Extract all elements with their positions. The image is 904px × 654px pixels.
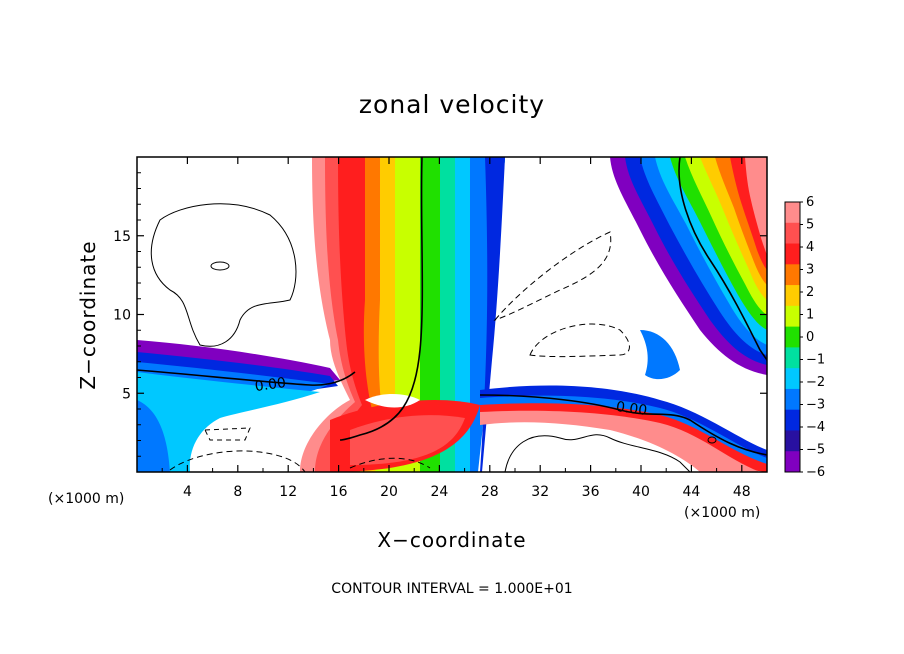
chart-title: zonal velocity xyxy=(359,90,545,119)
colorbar-swatch xyxy=(785,285,800,307)
colorbar-swatch xyxy=(785,430,800,452)
y-tick-label: 10 xyxy=(113,308,131,324)
y-unit-label: (×1000 m) xyxy=(48,491,124,507)
contour-label-left: 0.00 xyxy=(254,375,287,395)
colorbar-swatch xyxy=(785,451,800,473)
contour-lower-right xyxy=(504,434,691,472)
x-tick-label: 16 xyxy=(330,484,348,500)
colorbar-label: 3 xyxy=(806,263,814,278)
colorbar-label: 0 xyxy=(806,330,814,345)
contour-label-right: 0.00 xyxy=(615,399,648,419)
x-tick-label: 32 xyxy=(531,484,549,500)
colorbar-label: 5 xyxy=(806,218,814,233)
colorbar-swatch xyxy=(785,222,800,245)
colorbar-label: −4 xyxy=(806,420,825,435)
colorbar-label: −1 xyxy=(806,353,825,368)
contour-zero-central xyxy=(339,157,424,441)
contour-dashed-box xyxy=(204,427,251,441)
contour-dashed-upper xyxy=(493,231,612,322)
colorbar-label: −5 xyxy=(806,443,825,458)
colorbar-swatch xyxy=(785,202,800,224)
contour-zero-left xyxy=(137,369,356,386)
colorbar-swatch xyxy=(785,264,800,286)
contour-upper-left xyxy=(150,203,297,347)
colorbar-swatch xyxy=(785,347,800,369)
x-tick-label: 24 xyxy=(430,484,448,500)
contour-dashed-lower-mid xyxy=(349,457,431,469)
x-tick-label: 20 xyxy=(380,484,398,500)
colorbar-swatch xyxy=(785,368,800,390)
y-axis-label: Z−coordinate xyxy=(76,240,100,389)
colorbar-swatch xyxy=(785,409,800,431)
x-tick-label: 44 xyxy=(682,484,700,500)
colorbar-swatch xyxy=(785,388,800,411)
x-tick-label: 28 xyxy=(481,484,499,500)
colorbar-label: 1 xyxy=(806,308,814,323)
x-tick-label: 4 xyxy=(183,484,192,500)
colorbar-label: 4 xyxy=(806,240,814,255)
y-tick-label: 5 xyxy=(122,386,131,402)
x-tick-label: 12 xyxy=(279,484,297,500)
colorbar-swatch xyxy=(785,305,800,328)
x-axis-label: X−coordinate xyxy=(377,528,526,552)
colorbar-swatch xyxy=(785,243,800,265)
colorbar-label: 6 xyxy=(806,195,814,210)
colorbar-label: 2 xyxy=(806,285,814,300)
footer-note: CONTOUR INTERVAL = 1.000E+01 xyxy=(331,581,572,597)
contour-zero-upper-right xyxy=(678,157,767,361)
x-tick-label: 8 xyxy=(233,484,242,500)
velocity-field xyxy=(137,157,767,472)
colorbar-swatch xyxy=(785,326,800,348)
contour-small-right xyxy=(707,436,717,444)
contour-zero-right xyxy=(479,394,767,456)
x-tick-label: 48 xyxy=(733,484,751,500)
contour-labels: 0.00 0.00 xyxy=(254,375,648,419)
colorbar-label: −3 xyxy=(806,398,825,413)
x-tick-label: 36 xyxy=(582,484,600,500)
y-axis-ticks: 5 10 15 xyxy=(113,172,767,457)
contour-small-loop xyxy=(210,261,230,271)
contour-dashed-middle xyxy=(529,323,630,358)
y-tick-label: 15 xyxy=(113,229,131,245)
contour-dashed-lower-left xyxy=(169,450,306,472)
contour-lines xyxy=(137,157,767,472)
x-tick-label: 40 xyxy=(632,484,650,500)
x-unit-label: (×1000 m) xyxy=(684,505,760,521)
colorbar-label: −6 xyxy=(806,465,825,480)
x-axis-ticks: 4 8 12 16 20 24 28 32 36 40 44 48 xyxy=(161,157,751,500)
colorbar: 6 5 4 3 2 1 0 −1 −2 −3 −4 −5 −6 xyxy=(784,195,825,480)
colorbar-label: −2 xyxy=(806,375,825,390)
